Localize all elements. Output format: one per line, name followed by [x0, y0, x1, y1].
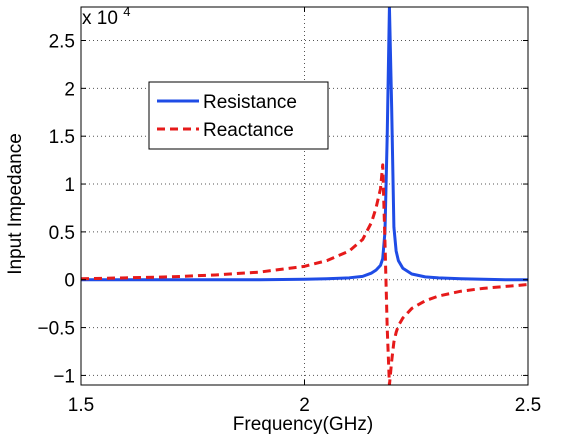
y-tick-label: 1	[64, 175, 75, 196]
legend-label-resistance: Resistance	[203, 92, 297, 113]
legend: Resistance Reactance	[148, 81, 329, 150]
y-tick-label: 0.5	[49, 223, 75, 244]
y-tick-label: −0.5	[37, 319, 75, 340]
y-tick-label: 2.5	[49, 31, 75, 52]
x-axis-label: Frequency(GHz)	[233, 414, 373, 435]
y-axis-multiplier: x 10 4	[82, 4, 130, 29]
axis-ticks: 1.5 2 2.5 −1 −0.5 0 0.5 1 1.5 2 2.5	[37, 7, 541, 416]
y-tick-label: 1.5	[49, 127, 75, 148]
y-axis-label: Input Impedance	[5, 133, 26, 275]
x-tick-label: 2	[299, 395, 310, 416]
legend-box	[148, 81, 329, 150]
y-tick-label: 0	[64, 271, 75, 292]
x-tick-label: 2.5	[515, 395, 541, 416]
y-axis-multiplier-base: x 10	[82, 8, 118, 29]
series-layer	[81, 7, 528, 385]
y-tick-label: 2	[64, 79, 75, 100]
series-line-resistance	[81, 7, 528, 282]
y-tick-label: −1	[53, 366, 75, 387]
legend-label-reactance: Reactance	[203, 120, 294, 141]
x-tick-label: 1.5	[68, 395, 94, 416]
y-axis-multiplier-exponent: 4	[123, 4, 130, 19]
series-line-reactance	[81, 163, 528, 385]
